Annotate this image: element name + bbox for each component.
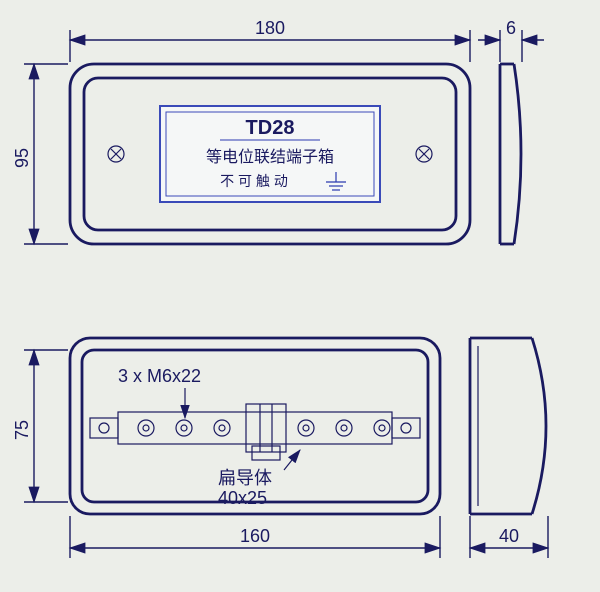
dim-95-text: 95 [12, 148, 32, 168]
label-plate: TD28 等电位联结端子箱 不 可 触 动 [160, 106, 380, 202]
side-view-bottom [470, 338, 546, 514]
dim-40-text: 40 [499, 526, 519, 546]
dim-75-text: 75 [12, 420, 32, 440]
side-profile-top [500, 64, 521, 244]
screw-right [416, 146, 432, 162]
dim-6-text: 6 [506, 18, 516, 38]
dim-6: 6 [478, 18, 544, 62]
dim-180: 180 [70, 18, 470, 62]
svg-text:3 x M6x22: 3 x M6x22 [118, 366, 201, 386]
svg-text:扁导体: 扁导体 [218, 468, 272, 488]
dim-40: 40 [470, 516, 548, 558]
label-line3: 不 可 触 动 [220, 173, 288, 189]
inside-view: 3 x M6x22 扁导体 40x25 [70, 338, 440, 514]
bolts-right [298, 420, 390, 436]
label-line2: 等电位联结端子箱 [206, 148, 334, 166]
front-view: TD28 等电位联结端子箱 不 可 触 动 [70, 64, 470, 244]
dim-75: 75 [12, 350, 68, 502]
screw-left [108, 146, 124, 162]
annot-bolts: 3 x M6x22 [118, 366, 201, 418]
dim-95: 95 [12, 64, 68, 244]
label-title: TD28 [246, 117, 295, 139]
dim-160: 160 [70, 516, 440, 558]
annot-busbar: 扁导体 40x25 [218, 450, 300, 508]
bolts-left [138, 420, 230, 436]
svg-text:40x25: 40x25 [218, 488, 267, 508]
dim-160-text: 160 [240, 526, 270, 546]
dim-180-text: 180 [255, 18, 285, 38]
